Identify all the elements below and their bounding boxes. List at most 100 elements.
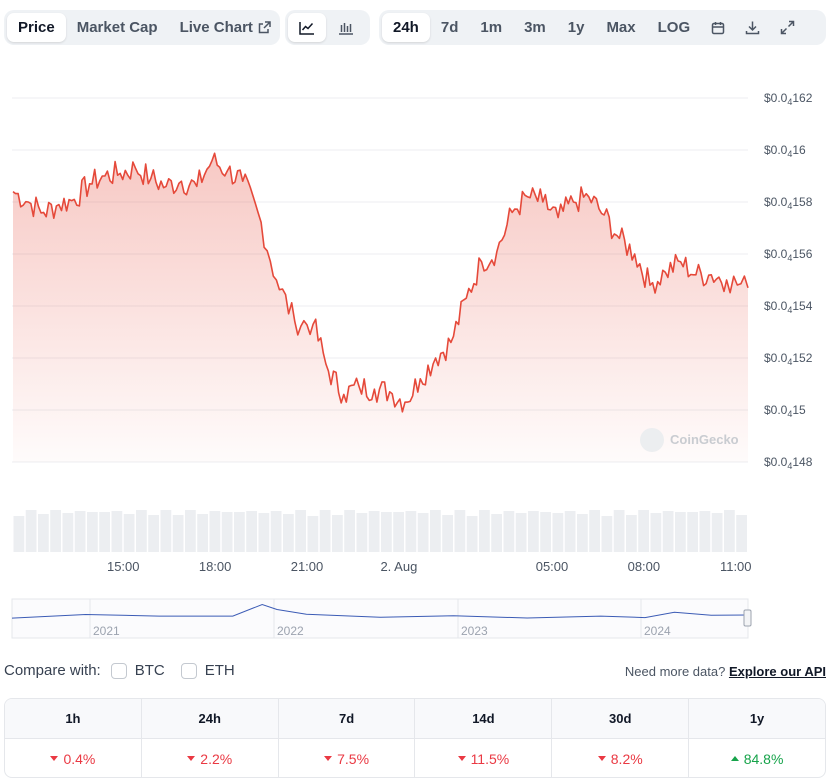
compare-btc-checkbox[interactable]: BTC [110, 662, 165, 679]
volume-bar [699, 511, 711, 552]
expand-icon [780, 20, 795, 35]
eth-label: ETH [204, 662, 235, 679]
volume-bar [99, 512, 110, 552]
chart-type-tabs: Price Market Cap Live Chart [4, 10, 280, 45]
volume-bar [479, 510, 490, 552]
api-promo: Need more data? Explore our API [625, 664, 826, 679]
volume-bar [283, 514, 294, 552]
volume-bar [381, 512, 392, 552]
volume-bar [675, 512, 686, 552]
x-tick-label: 11:00 [720, 559, 752, 574]
btc-label: BTC [134, 662, 165, 679]
chart-style-toggle [285, 10, 370, 45]
range-max[interactable]: Max [606, 19, 636, 36]
volume-bar [148, 515, 159, 552]
calendar-icon [711, 21, 725, 35]
volume-bar [258, 513, 270, 552]
range-1y[interactable]: 1y [567, 19, 585, 36]
price-change-value: 84.8% [743, 750, 784, 767]
y-tick-label: $0.04154 [764, 299, 813, 315]
volume-bar [577, 514, 588, 552]
volume-bar [491, 514, 502, 552]
volume-bar [307, 516, 319, 552]
tab-price[interactable]: Price [7, 13, 66, 42]
volume-bar [332, 515, 343, 552]
fullscreen-button[interactable] [770, 13, 805, 42]
range-1m[interactable]: 1m [480, 19, 503, 36]
navigator-handle[interactable] [743, 609, 752, 627]
watermark-text: CoinGecko [670, 432, 739, 447]
volume-bar [662, 511, 674, 552]
volume-bar [601, 516, 613, 552]
volume-bar [50, 510, 61, 552]
range-7d[interactable]: 7d [440, 19, 459, 36]
volume-bar [638, 510, 649, 552]
volume-bar [209, 511, 221, 552]
volume-bar [589, 510, 600, 552]
navigator-line [11, 603, 749, 619]
y-axis-labels: $0.04162 $0.0416 $0.04158 $0.04156 $0.04154 $… [764, 91, 813, 471]
volume-bar [197, 514, 208, 552]
tab-live-chart[interactable]: Live Chart [169, 13, 282, 42]
volume-bar [172, 515, 184, 552]
y-tick-label: $0.04162 [764, 91, 813, 107]
btc-checkbox-box[interactable] [110, 662, 127, 679]
volume-bar [626, 515, 637, 552]
volume-bar [454, 510, 466, 552]
period-header: 7d [279, 699, 416, 738]
compare-eth-checkbox[interactable]: ETH [180, 662, 235, 679]
volume-bar [442, 515, 453, 552]
volume-bar [687, 512, 698, 552]
coingecko-watermark: CoinGecko [640, 428, 739, 452]
download-icon [745, 20, 760, 35]
y-tick-label: $0.0415 [764, 403, 806, 419]
tab-market-cap[interactable]: Market Cap [76, 19, 158, 36]
volume-bar [136, 510, 147, 552]
navigator-year-label: 2022 [277, 624, 304, 638]
compare-with: Compare with: BTC ETH [4, 662, 251, 679]
explore-api-link[interactable]: Explore our API [728, 664, 826, 679]
volume-bar [430, 510, 441, 552]
navigator-year-label: 2024 [644, 624, 671, 638]
volume-bar [270, 511, 282, 552]
volume-bar [87, 512, 98, 552]
candlestick-chart-button[interactable] [326, 13, 366, 42]
price-change-header: 1h 24h 7d 14d 30d 1y [5, 699, 825, 739]
price-chart[interactable]: $0.04162 $0.0416 $0.04158 $0.04156 $0.04154 $… [0, 0, 831, 650]
volume-bar [405, 511, 417, 552]
price-change-value: 2.2% [200, 750, 233, 767]
eth-checkbox-box[interactable] [180, 662, 197, 679]
date-range-button[interactable] [701, 13, 735, 42]
price-area-fill [13, 153, 748, 463]
line-chart-icon [299, 21, 315, 35]
price-change-cell: 11.5% [415, 739, 553, 777]
caret-down-icon [457, 756, 466, 761]
line-chart-button[interactable] [288, 13, 326, 42]
range-3m[interactable]: 3m [524, 19, 546, 36]
price-change-cell: 84.8% [689, 739, 825, 777]
y-tick-label: $0.04148 [764, 455, 813, 471]
range-24h[interactable]: 24h [382, 13, 430, 42]
y-tick-label: $0.04156 [764, 247, 813, 263]
x-tick-label: 08:00 [628, 559, 661, 574]
price-line[interactable] [12, 152, 749, 413]
compare-label: Compare with: [4, 662, 101, 679]
external-link-icon [258, 21, 271, 34]
range-navigator[interactable]: 2021 2022 2023 2024 [11, 598, 752, 639]
period-header: 30d [552, 699, 690, 738]
volume-bar [540, 512, 551, 552]
download-button[interactable] [735, 13, 770, 42]
volume-bar [185, 510, 196, 552]
volume-bar [564, 511, 576, 552]
volume-bar [246, 511, 257, 552]
coingecko-logo-icon [640, 428, 664, 452]
volume-bar [736, 515, 747, 552]
price-change-cell: 7.5% [279, 739, 416, 777]
volume-bar [503, 511, 515, 552]
navigator-track [11, 598, 749, 639]
log-scale-toggle[interactable]: LOG [657, 19, 691, 36]
volume-bar [234, 512, 245, 552]
volume-bar [123, 514, 135, 552]
price-change-cell: 8.2% [552, 739, 690, 777]
y-tick-label: $0.04152 [764, 351, 813, 367]
